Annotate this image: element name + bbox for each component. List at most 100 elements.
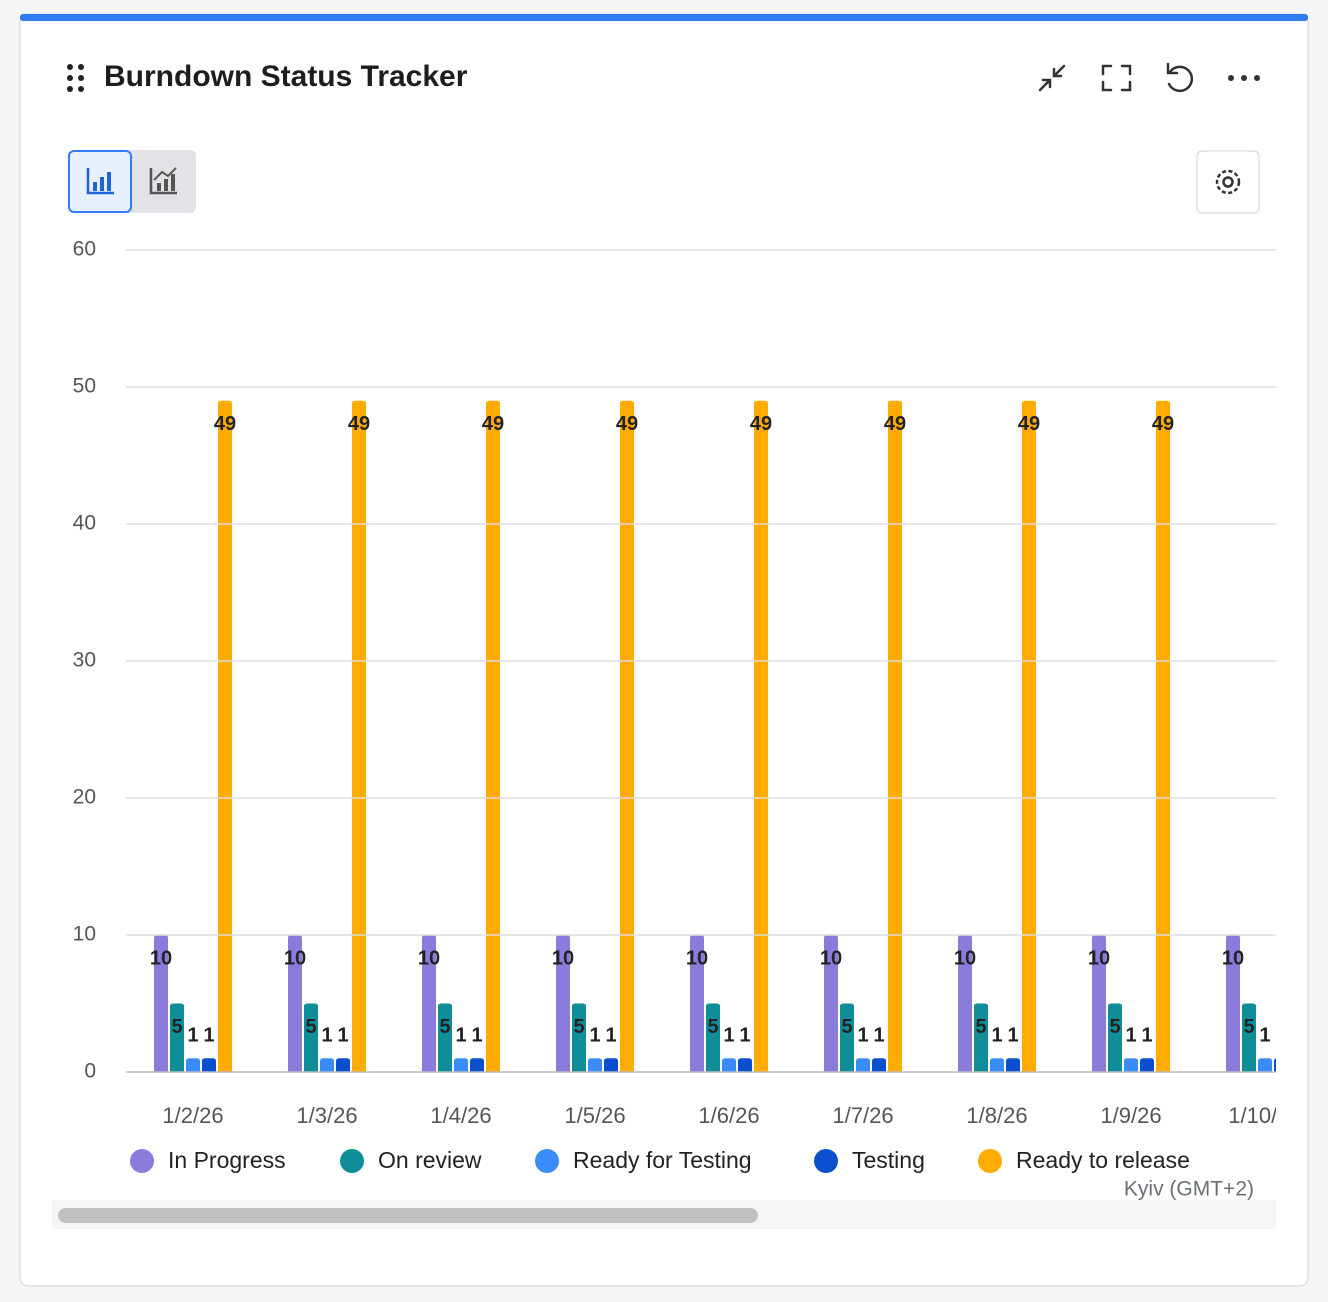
bar — [170, 1003, 184, 1072]
data-label: 1 — [1259, 1025, 1270, 1047]
y-tick-label: 30 — [73, 649, 96, 672]
x-tick-label: 1/2/26 — [162, 1103, 223, 1128]
drag-handle[interactable] — [67, 64, 84, 92]
data-label: 5 — [171, 1016, 182, 1038]
bar — [1006, 1058, 1020, 1072]
collapse-button[interactable] — [1038, 64, 1066, 92]
x-tick-label: 1/8/26 — [966, 1103, 1027, 1128]
y-tick-label: 60 — [73, 238, 96, 261]
bar — [738, 1058, 752, 1072]
bar — [438, 1003, 452, 1072]
fullscreen-button[interactable] — [1101, 64, 1132, 92]
data-label: 49 — [616, 413, 638, 435]
bar-view-button[interactable] — [68, 150, 132, 213]
bar — [1092, 935, 1106, 1072]
legend-item[interactable]: Ready for Testing — [535, 1147, 752, 1173]
data-label: 1 — [739, 1025, 750, 1047]
bar — [620, 400, 634, 1072]
bar — [304, 1003, 318, 1072]
legend-label: Ready for Testing — [573, 1147, 752, 1173]
bar — [1140, 1058, 1154, 1072]
bar — [958, 935, 972, 1072]
data-label: 1 — [337, 1025, 348, 1047]
data-label: 1 — [1007, 1025, 1018, 1047]
widget-title: Burndown Status Tracker — [104, 60, 468, 93]
x-tick-label: 1/3/26 — [296, 1103, 357, 1128]
bar — [556, 935, 570, 1072]
legend-item[interactable]: Ready to release — [978, 1147, 1190, 1173]
card-accent — [20, 14, 1308, 21]
timezone: Kyiv (GMT+2) — [1124, 1178, 1254, 1201]
x-tick-label: 1/4/26 — [430, 1103, 491, 1128]
data-label: 49 — [1018, 413, 1040, 435]
bar — [706, 1003, 720, 1072]
data-label: 1 — [1141, 1025, 1152, 1047]
data-label: 1 — [1125, 1025, 1136, 1047]
settings-button[interactable] — [1196, 150, 1260, 214]
data-label: 49 — [884, 413, 906, 435]
data-label: 49 — [1152, 413, 1174, 435]
bar — [824, 935, 838, 1072]
more-button[interactable] — [1228, 75, 1260, 81]
data-label: 5 — [707, 1016, 718, 1038]
bar — [486, 400, 500, 1072]
bar — [218, 400, 232, 1072]
data-label: 1 — [455, 1025, 466, 1047]
legend-swatch — [340, 1149, 364, 1173]
legend-item[interactable]: On review — [340, 1147, 482, 1173]
data-label: 1 — [187, 1025, 198, 1047]
x-tick-label: 1/5/26 — [564, 1103, 625, 1128]
bar — [604, 1058, 618, 1072]
bar — [186, 1058, 200, 1072]
data-label: 1 — [1275, 1025, 1286, 1047]
bar — [1226, 935, 1240, 1072]
y-tick-label: 40 — [73, 512, 96, 535]
bar — [422, 935, 436, 1072]
legend-item[interactable]: Testing — [814, 1147, 925, 1173]
data-label: 10 — [418, 947, 440, 969]
bar — [154, 935, 168, 1072]
data-label: 5 — [1109, 1016, 1120, 1038]
data-label: 49 — [214, 413, 236, 435]
bar — [320, 1058, 334, 1072]
legend-item[interactable]: In Progress — [130, 1147, 286, 1173]
bar — [840, 1003, 854, 1072]
data-label: 1 — [589, 1025, 600, 1047]
bar — [1108, 1003, 1122, 1072]
legend-label: On review — [378, 1147, 482, 1173]
bar — [572, 1003, 586, 1072]
bar — [1156, 400, 1170, 1072]
data-label: 1 — [321, 1025, 332, 1047]
data-label: 1 — [471, 1025, 482, 1047]
bar — [974, 1003, 988, 1072]
x-tick-label: 1/10/26 — [1228, 1103, 1301, 1128]
bar — [888, 400, 902, 1072]
data-label: 10 — [552, 947, 574, 969]
x-tick-label: 1/7/26 — [832, 1103, 893, 1128]
bar — [588, 1058, 602, 1072]
x-tick-label: 1/9/26 — [1100, 1103, 1161, 1128]
bar — [1274, 1058, 1276, 1072]
bar — [1258, 1058, 1272, 1072]
bar — [872, 1058, 886, 1072]
data-label: 10 — [820, 947, 842, 969]
bar — [690, 935, 704, 1072]
data-label: 10 — [284, 947, 306, 969]
data-label: 49 — [348, 413, 370, 435]
combo-view-button[interactable] — [149, 167, 177, 195]
data-label: 1 — [991, 1025, 1002, 1047]
bar — [1242, 1003, 1256, 1072]
data-label: 10 — [954, 947, 976, 969]
refresh-button[interactable] — [1166, 62, 1194, 93]
scrollbar-thumb[interactable] — [58, 1208, 758, 1223]
data-label: 5 — [439, 1016, 450, 1038]
data-label: 5 — [841, 1016, 852, 1038]
data-label: 10 — [150, 947, 172, 969]
data-label: 10 — [1088, 947, 1110, 969]
legend-swatch — [814, 1149, 838, 1173]
legend-label: In Progress — [168, 1147, 286, 1173]
data-label: 10 — [686, 947, 708, 969]
bar — [1022, 400, 1036, 1072]
